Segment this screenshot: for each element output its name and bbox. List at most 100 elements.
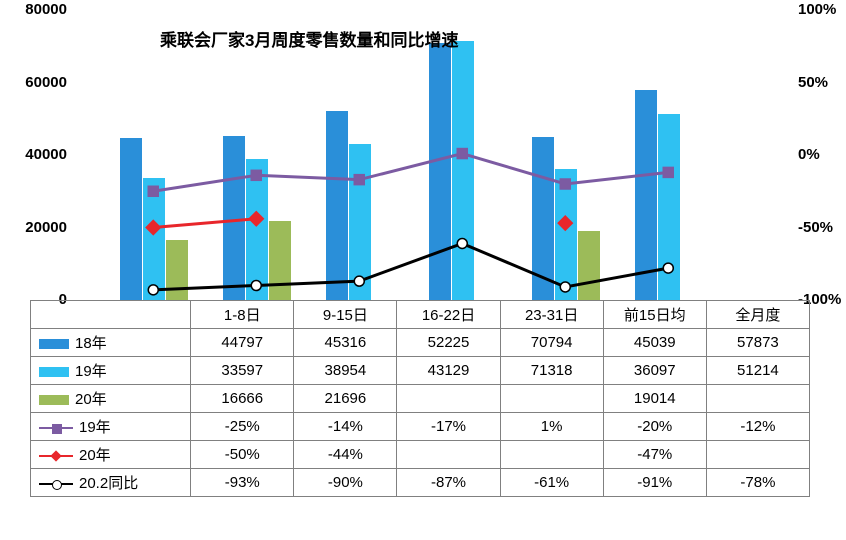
legend-cell-s20: 20年 [31,385,191,413]
table-row: 20年 1666621696 19014 [31,385,810,413]
table-col-header: 全月度 [706,301,809,329]
table-cell [397,385,500,413]
table-cell: 71318 [500,357,603,385]
table-cell: 45039 [603,329,706,357]
table-header-row: 1-8日9-15日16-22日23-31日前15日均全月度 [31,301,810,329]
table-cell: -44% [294,441,397,469]
chart-plot-area [80,10,760,300]
marker-line19 [663,167,673,177]
marker-line19 [560,179,570,189]
table-row: 18年 447974531652225707944503957873 [31,329,810,357]
legend-cell-line202: 20.2同比 [31,469,191,497]
chart-title: 乘联会厂家3月周度零售数量和同比增速 [160,26,458,51]
table-cell: -93% [191,469,294,497]
y2-axis-labels: -100%-50%0%50%100% [790,10,846,300]
table-cell [706,385,809,413]
y1-tick-label: 80000 [25,1,67,18]
legend-label: 19年 [75,363,107,380]
table-col-header: 前15日均 [603,301,706,329]
legend-swatch-icon [39,339,69,349]
y1-axis-labels: 020000400006000080000 [0,10,75,300]
table-cell: 36097 [603,357,706,385]
legend-swatch-icon [39,477,73,491]
table-cell: 19014 [603,385,706,413]
table-cell: -12% [706,413,809,441]
y1-tick-label: 20000 [25,219,67,236]
table-cell: 21696 [294,385,397,413]
table-cell: 44797 [191,329,294,357]
marker-line19 [354,175,364,185]
table-cell: 45316 [294,329,397,357]
line-line202 [153,243,668,289]
legend-label: 20年 [79,447,111,464]
table-row: 20.2同比 -93%-90%-87%-61%-91%-78% [31,469,810,497]
marker-line202 [251,281,261,291]
chart-container: 乘联会厂家3月周度零售数量和同比增速 020000400006000080000… [0,0,846,540]
legend-cell-line19: 19年 [31,413,191,441]
table-cell: -20% [603,413,706,441]
marker-line20 [249,212,263,226]
table-row: 19年 335973895443129713183609751214 [31,357,810,385]
marker-line202 [663,263,673,273]
legend-swatch-icon [39,367,69,377]
table-cell: -61% [500,469,603,497]
legend-label: 18年 [75,335,107,352]
y2-tick-label: -50% [798,219,833,236]
legend-swatch-icon [39,395,69,405]
table-cell: 51214 [706,357,809,385]
marker-line20 [558,216,572,230]
y2-tick-label: 100% [798,1,836,18]
legend-label: 20.2同比 [79,475,138,492]
table-cell: 52225 [397,329,500,357]
y1-tick-label: 60000 [25,74,67,91]
marker-line202 [148,285,158,295]
line-overlay [110,10,730,300]
table-col-header: 1-8日 [191,301,294,329]
legend-cell-s18: 18年 [31,329,191,357]
table-cell: 70794 [500,329,603,357]
table-cell: 1% [500,413,603,441]
table-cell [500,385,603,413]
table-col-header: 9-15日 [294,301,397,329]
table-corner [31,301,191,329]
data-table: 1-8日9-15日16-22日23-31日前15日均全月度 18年4479745… [30,300,810,497]
table-cell [500,441,603,469]
marker-line202 [354,276,364,286]
legend-label: 20年 [75,391,107,408]
y2-tick-label: 0% [798,146,820,163]
table-col-header: 16-22日 [397,301,500,329]
table-cell: -78% [706,469,809,497]
table-row: 19年 -25%-14%-17%1%-20%-12% [31,413,810,441]
table-cell: -14% [294,413,397,441]
table-cell: -87% [397,469,500,497]
table-cell: -50% [191,441,294,469]
marker-line20 [146,220,160,234]
legend-swatch-icon [39,449,73,463]
marker-line19 [457,149,467,159]
plot [110,10,730,300]
table-cell [706,441,809,469]
table-cell: -91% [603,469,706,497]
y1-tick-label: 40000 [25,146,67,163]
table-cell: -90% [294,469,397,497]
legend-swatch-icon [39,421,73,435]
legend-cell-line20: 20年 [31,441,191,469]
marker-line202 [560,282,570,292]
table-cell: -25% [191,413,294,441]
table-cell: -17% [397,413,500,441]
line-line19 [153,154,668,192]
table-cell: 33597 [191,357,294,385]
table-cell: 38954 [294,357,397,385]
legend-cell-s19: 19年 [31,357,191,385]
marker-line19 [148,186,158,196]
table-cell: -47% [603,441,706,469]
table-cell: 57873 [706,329,809,357]
table-cell: 16666 [191,385,294,413]
legend-label: 19年 [79,419,111,436]
table-cell [397,441,500,469]
marker-line202 [457,238,467,248]
table-cell: 43129 [397,357,500,385]
y2-tick-label: 50% [798,74,828,91]
table-col-header: 23-31日 [500,301,603,329]
line-line20 [153,219,256,228]
